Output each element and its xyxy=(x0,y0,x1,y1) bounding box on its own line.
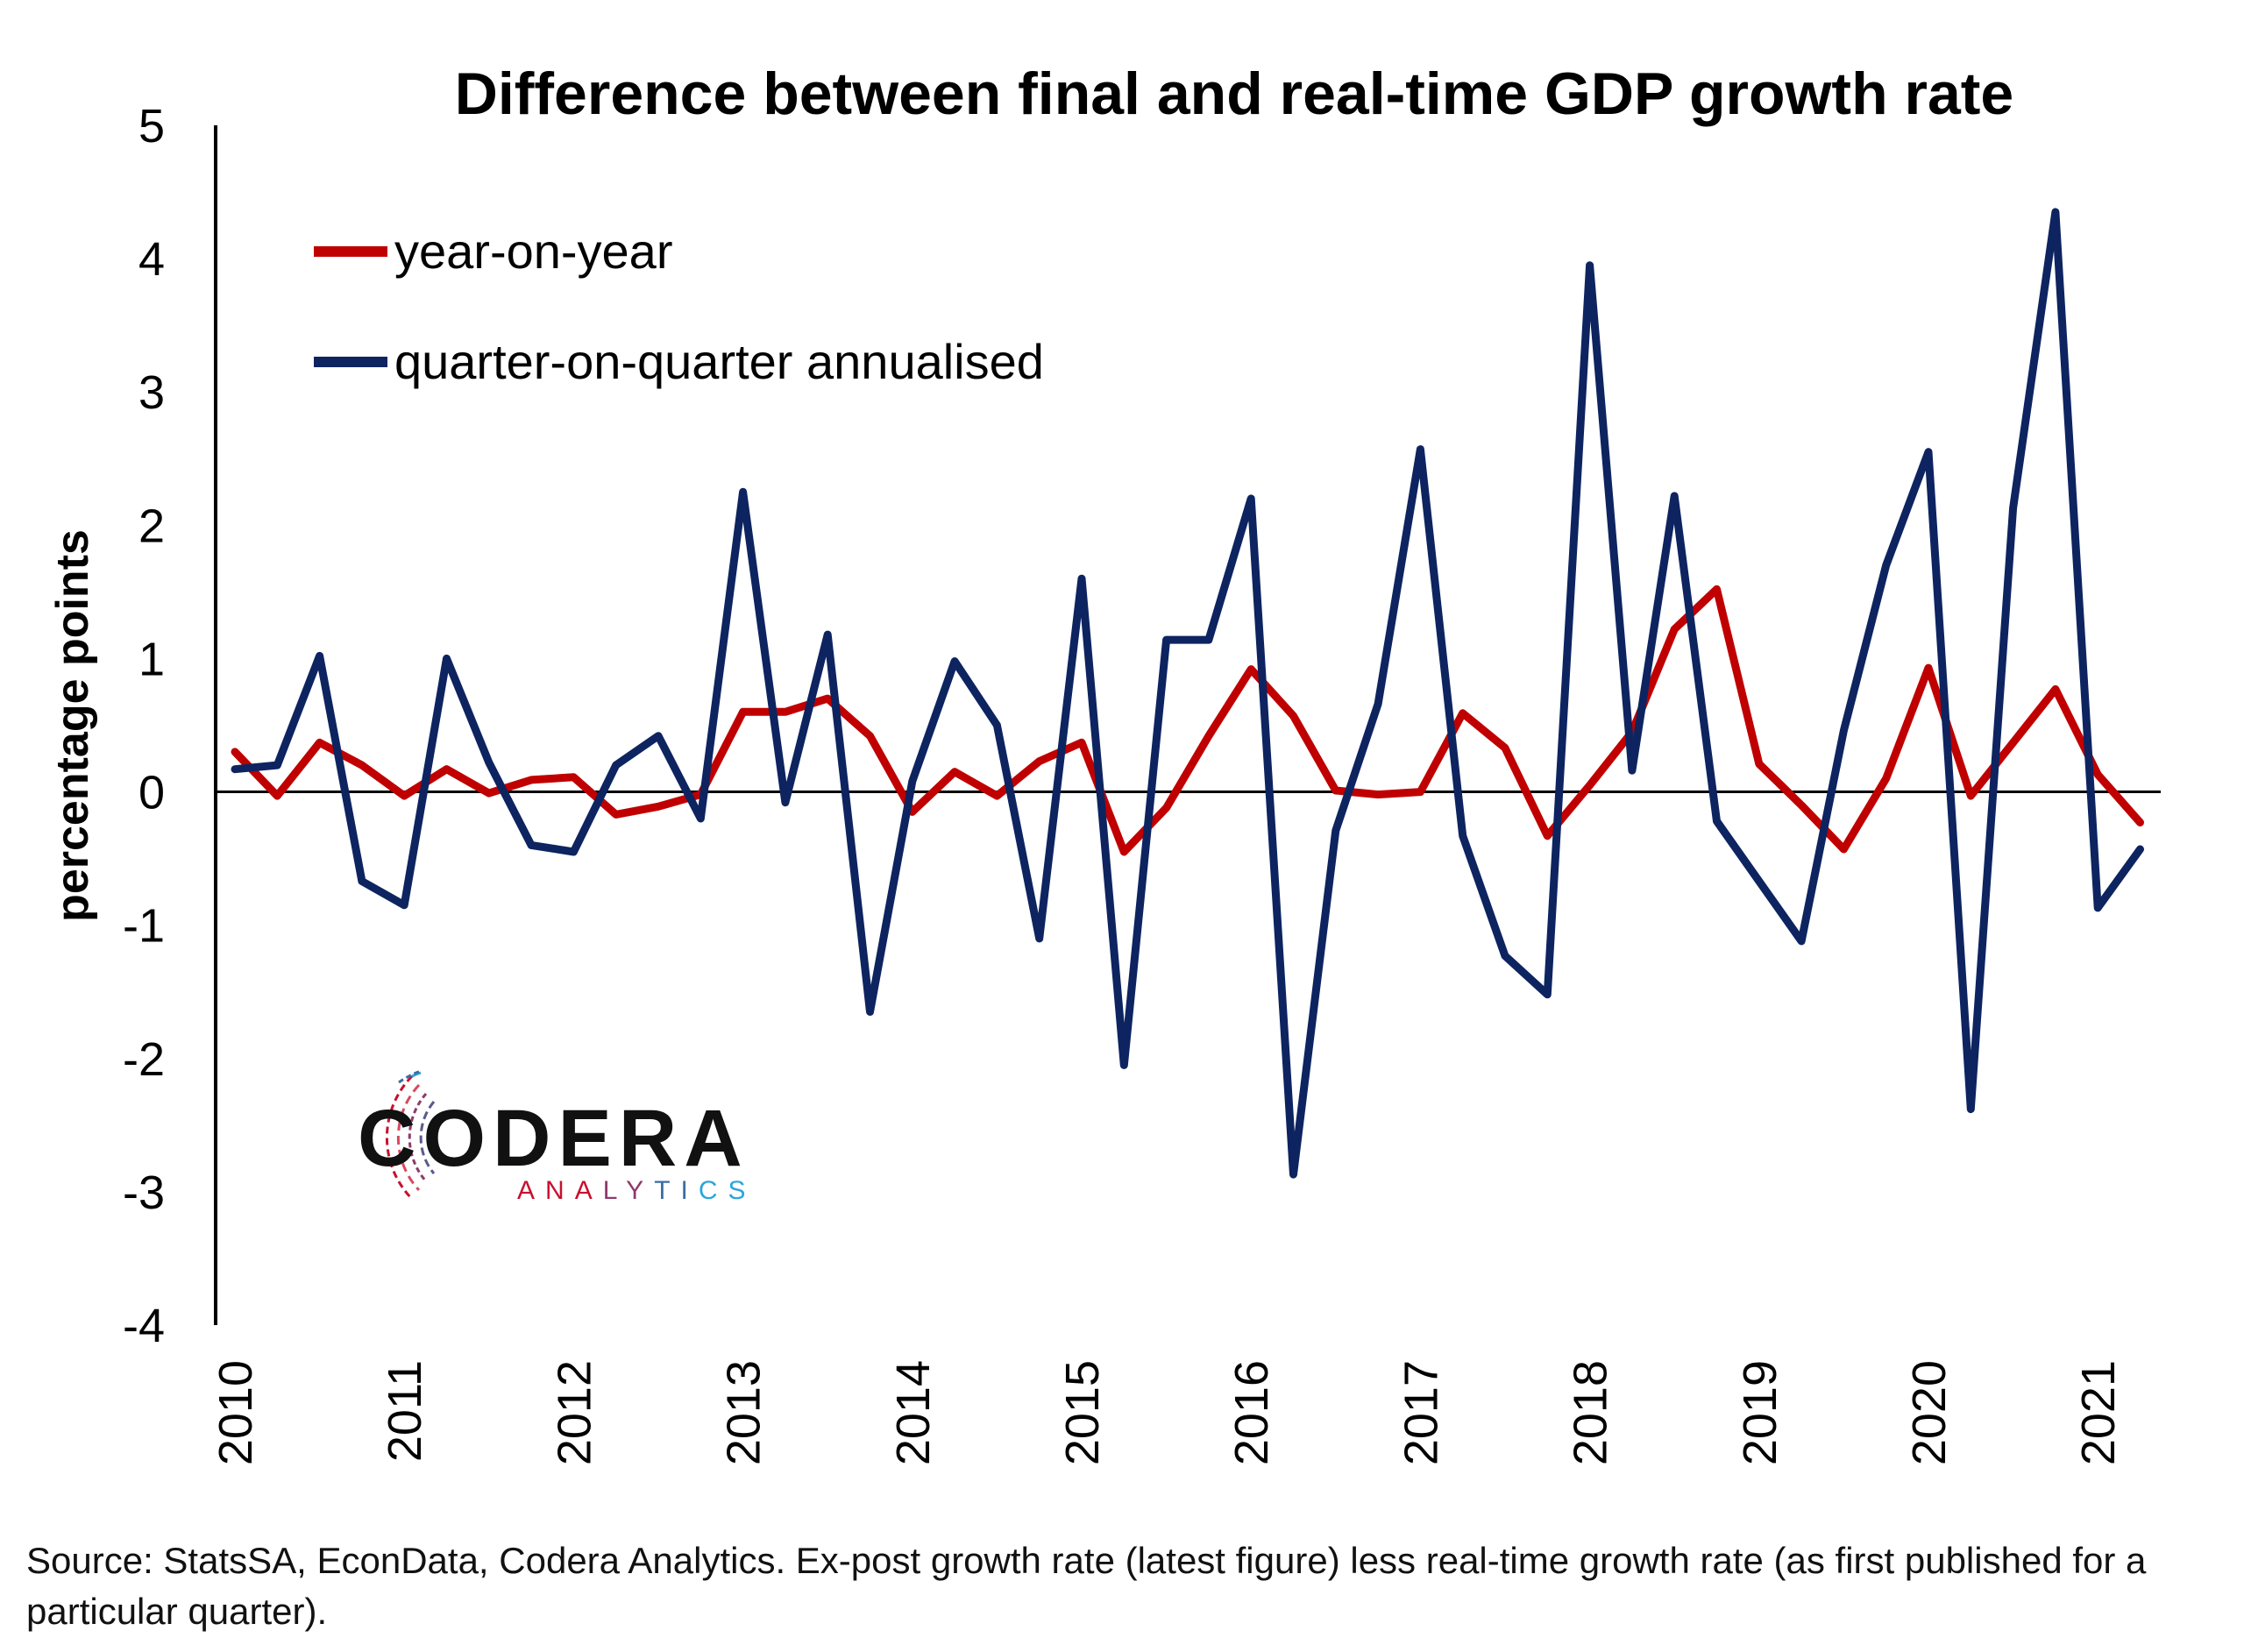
chart: Difference between final and real-time G… xyxy=(47,60,2161,1465)
x-tick-label: 2020 xyxy=(1903,1360,1956,1465)
y-tick-label: 0 xyxy=(138,767,165,819)
y-tick-label: 1 xyxy=(138,633,165,685)
x-tick-label: 2021 xyxy=(2072,1360,2125,1465)
logo-arc-icon xyxy=(385,1069,436,1201)
y-tick-label: 4 xyxy=(138,233,165,286)
y-tick-label: 5 xyxy=(138,100,165,152)
x-axis-ticks: 2010 2011 2012 2013 2014 2015 2016 2017 2018 2019… xyxy=(209,1360,2125,1465)
series-line-year-on-year xyxy=(231,585,2144,856)
x-tick-label: 2010 xyxy=(209,1360,262,1465)
y-tick-label: 2 xyxy=(138,500,165,552)
logo-name: CODERA xyxy=(358,1094,749,1183)
y-tick-label: -4 xyxy=(123,1300,165,1352)
x-tick-label: 2019 xyxy=(1734,1360,1786,1465)
legend: year-on-year quarter-on-quarter annualis… xyxy=(314,223,1044,389)
source-note: Source: StatsSA, EconData, Codera Analyt… xyxy=(26,1540,2147,1632)
y-tick-label: -2 xyxy=(123,1033,165,1086)
x-tick-label: 2013 xyxy=(718,1360,770,1465)
codera-logo: CODERA ANALYTICS xyxy=(358,1069,756,1205)
x-tick-label: 2014 xyxy=(887,1360,940,1465)
x-tick-label: 2012 xyxy=(548,1360,600,1465)
x-tick-label: 2017 xyxy=(1395,1360,1447,1465)
legend-label-yoy: year-on-year xyxy=(394,223,672,279)
y-tick-label: 3 xyxy=(138,366,165,419)
x-tick-label: 2016 xyxy=(1225,1360,1278,1465)
chart-title: Difference between final and real-time G… xyxy=(455,60,2014,127)
series-lines xyxy=(231,208,2144,1179)
x-tick-label: 2015 xyxy=(1056,1360,1109,1465)
y-tick-label: -3 xyxy=(123,1166,165,1219)
x-tick-label: 2011 xyxy=(379,1360,431,1462)
y-axis-ticks: -4 -3 -2 -1 0 1 2 3 4 5 xyxy=(123,100,165,1352)
logo-tagline: ANALYTICS xyxy=(517,1176,756,1205)
x-tick-label: 2018 xyxy=(1565,1360,1617,1465)
legend-label-qoq: quarter-on-quarter annualised xyxy=(394,334,1044,389)
y-tick-label: -1 xyxy=(123,900,165,953)
y-axis-label: percentage points xyxy=(47,529,98,922)
series-line-quarter-on-quarter xyxy=(231,208,2144,1179)
